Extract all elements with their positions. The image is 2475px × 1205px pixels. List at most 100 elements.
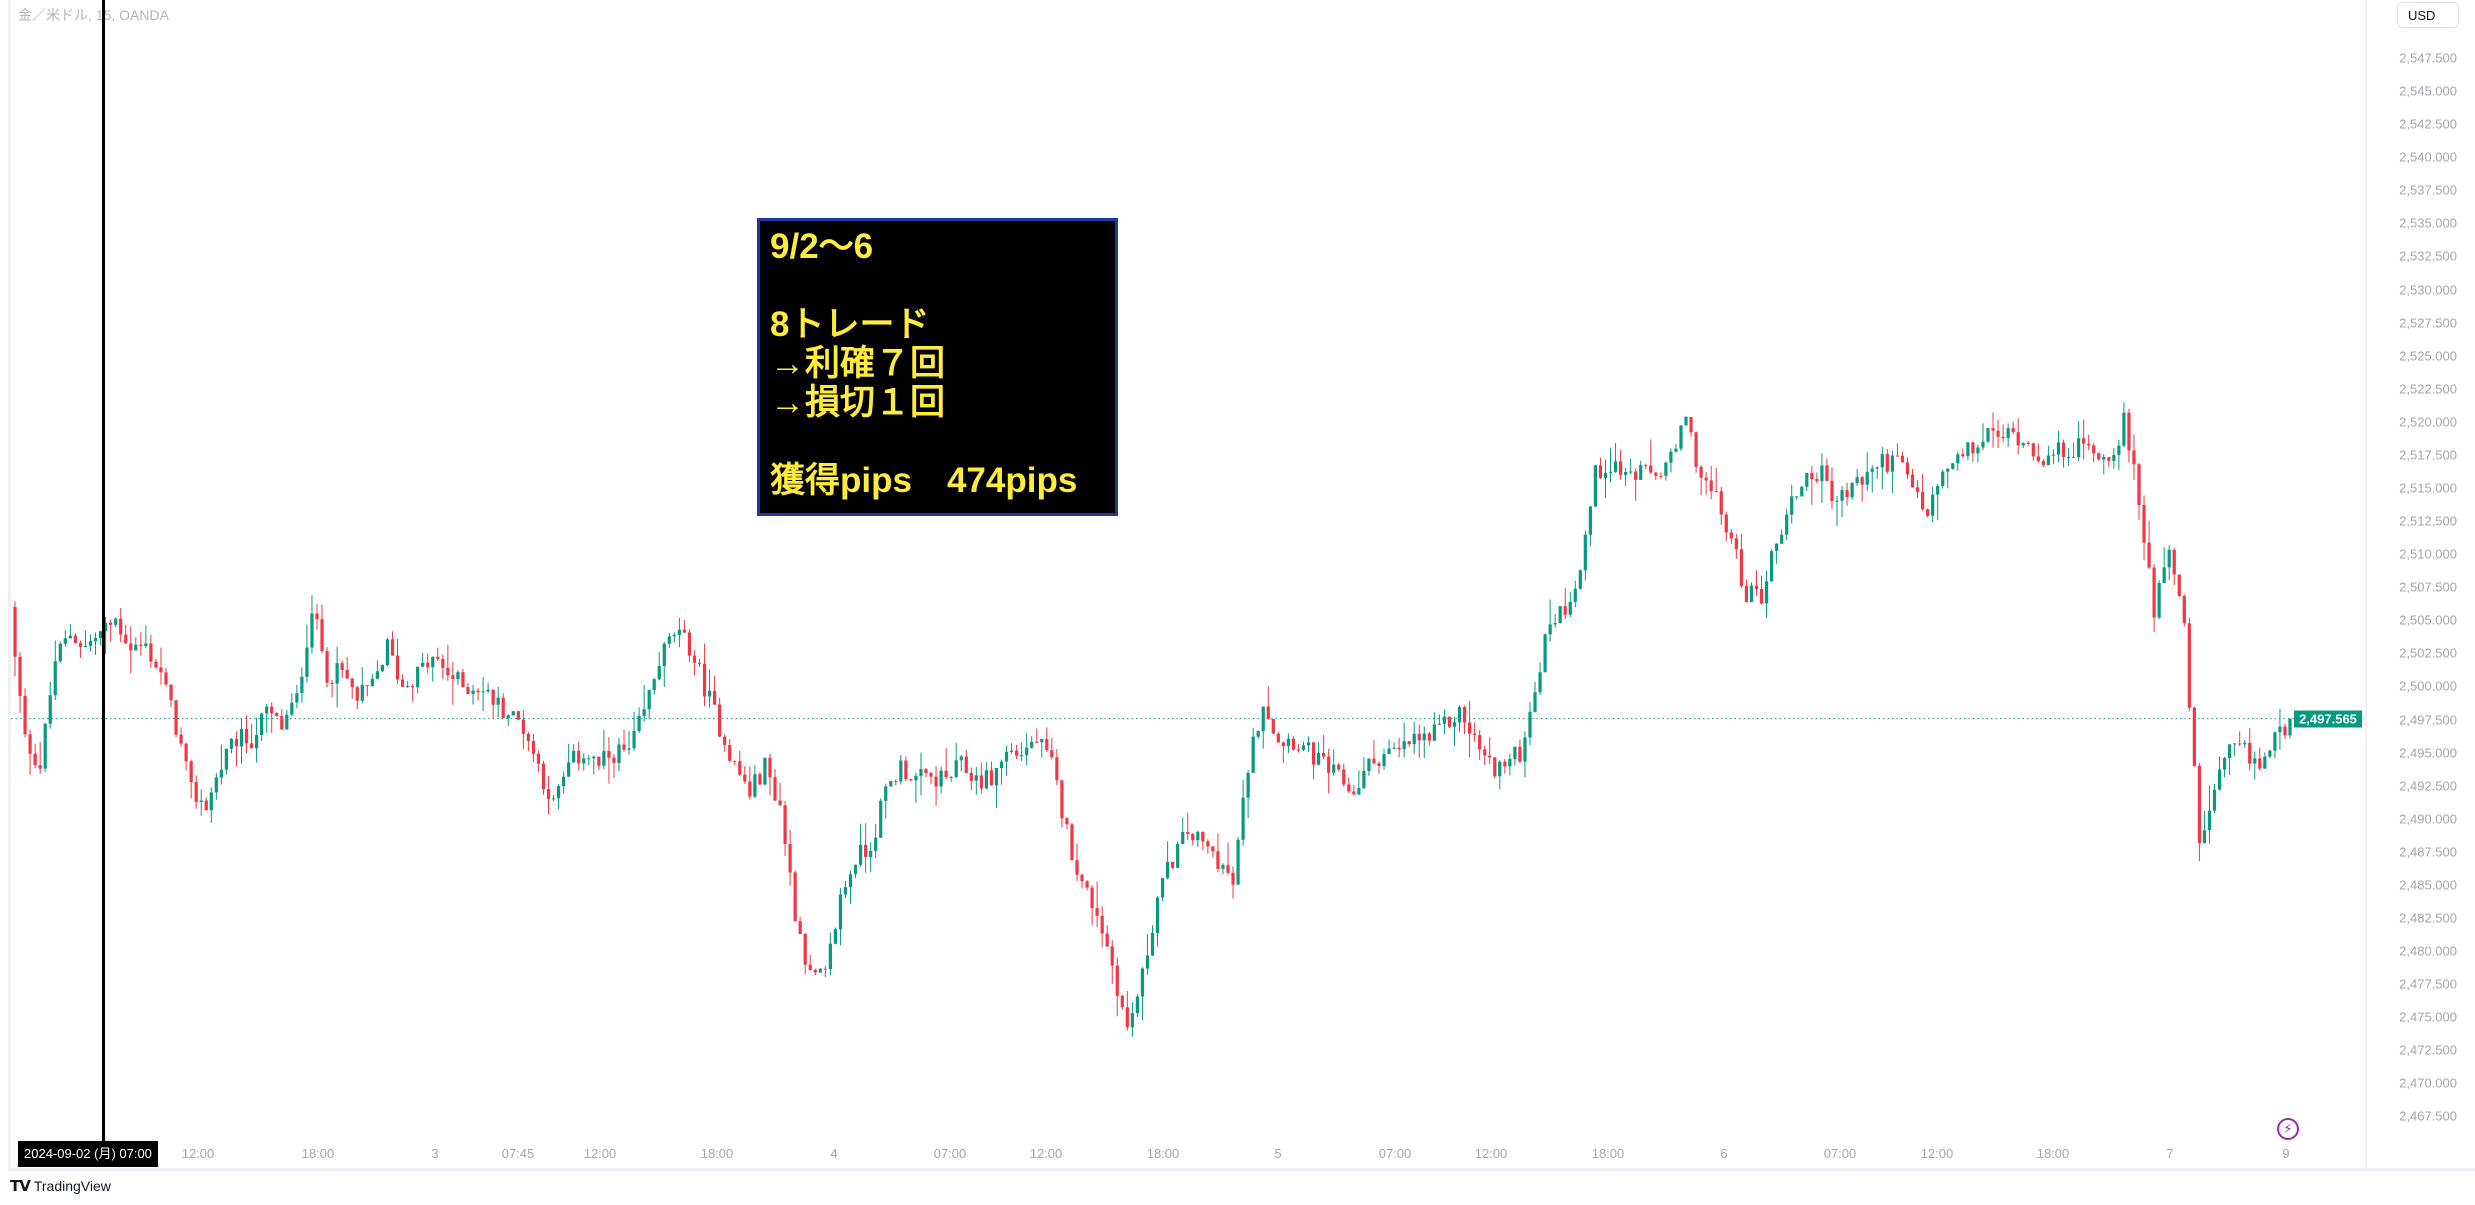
candle-body	[1256, 731, 1260, 737]
candle	[657, 651, 661, 681]
candle-body	[1608, 471, 1613, 473]
candle	[1065, 817, 1069, 830]
candle	[1352, 784, 1356, 796]
candle-body	[139, 644, 143, 647]
time-tick-label: 9	[2282, 1146, 2290, 1161]
candle	[778, 782, 782, 806]
candle-body	[929, 773, 933, 777]
price-tick-label: 2,490.000	[2399, 811, 2457, 827]
candle-body	[672, 635, 676, 637]
candle-body	[1030, 741, 1034, 748]
candle	[1674, 444, 1678, 453]
candle-body	[103, 622, 108, 632]
annotation-line: 獲得pips 474pips	[770, 461, 1078, 500]
candle-body	[2202, 830, 2207, 844]
candle	[718, 697, 722, 738]
trade-summary-annotation[interactable]: 9/2～6 8トレード →利確７回 →損切１回 獲得pips 474pips	[757, 218, 1118, 516]
candle-body	[68, 635, 72, 639]
candle	[2102, 453, 2106, 475]
price-tick-label: 2,515.000	[2399, 480, 2457, 496]
candle-body	[1241, 797, 1245, 840]
candle-body	[1613, 461, 1618, 472]
candle	[2097, 452, 2101, 461]
candle-body	[174, 700, 178, 735]
candle-body	[763, 757, 767, 785]
candle-body	[1709, 480, 1713, 492]
candle	[853, 864, 858, 879]
time-tick-label: 12:00	[181, 1146, 215, 1161]
candle-body	[783, 805, 787, 845]
candle	[1593, 464, 1598, 507]
candle-body	[753, 774, 757, 797]
candle	[1080, 873, 1084, 889]
candle-body	[1075, 860, 1079, 875]
candle-body	[1306, 742, 1311, 746]
candle-body	[1025, 747, 1029, 756]
candle-body	[1125, 1007, 1129, 1028]
candle	[2112, 448, 2116, 469]
price-axis[interactable]: 2,547.500 2,545.000 2,542.500 2,540.000 2,53…	[2365, 0, 2475, 1171]
candle	[964, 749, 968, 774]
candle	[476, 688, 480, 701]
candle	[471, 685, 475, 705]
candle	[1241, 779, 1245, 846]
candle-body	[1251, 736, 1255, 773]
candle-body	[1508, 758, 1512, 767]
candle	[1749, 582, 1754, 603]
candle	[999, 759, 1004, 785]
candle-body	[1176, 843, 1180, 868]
candle	[1211, 846, 1215, 858]
candle	[244, 715, 249, 754]
candle-body	[1694, 432, 1698, 467]
candle	[229, 737, 234, 754]
candle	[1467, 700, 1472, 758]
chart-pane[interactable]	[8, 0, 2368, 1171]
price-tick-label: 2,517.500	[2399, 447, 2457, 463]
candle-body	[1669, 451, 1673, 463]
candle	[562, 771, 566, 794]
candle	[1915, 480, 1920, 498]
candle-body	[1895, 455, 1900, 457]
candle	[919, 752, 923, 796]
price-tick-label: 2,480.000	[2399, 943, 2457, 959]
candle-body	[1493, 757, 1497, 777]
candle-body	[315, 613, 319, 620]
candle	[1981, 423, 1985, 451]
candle-body	[355, 687, 359, 701]
candle-body	[1639, 465, 1643, 480]
candle-body	[582, 758, 586, 764]
price-tick-label: 2,487.500	[2399, 844, 2457, 860]
candle	[662, 641, 666, 687]
lightning-bolt-icon[interactable]: ⚡	[2277, 1118, 2299, 1140]
candle-body	[994, 768, 999, 786]
candle	[627, 730, 631, 755]
candle	[109, 619, 113, 642]
candle	[667, 633, 671, 648]
candle	[1860, 475, 1864, 502]
candle	[2238, 731, 2242, 747]
candle	[33, 743, 37, 769]
candle-body	[1991, 428, 1995, 431]
candle-body	[2283, 726, 2287, 736]
tradingview-logo[interactable]: 𝗧𝗩 TradingView	[10, 1177, 111, 1195]
candle-body	[290, 702, 294, 715]
time-tick-label: 3	[431, 1146, 439, 1161]
candle	[894, 779, 898, 786]
candle-body	[119, 618, 123, 635]
time-tick-label: 07:00	[1378, 1146, 1412, 1161]
candle	[486, 682, 490, 694]
currency-button[interactable]: USD	[2397, 2, 2459, 28]
candle-body	[1558, 606, 1562, 624]
candle	[743, 766, 747, 785]
candle	[1196, 830, 1200, 847]
candle-body	[1719, 491, 1723, 515]
candle	[823, 965, 827, 978]
candlestick-chart[interactable]	[11, 0, 2368, 1168]
candle-body	[1165, 861, 1170, 879]
candle-body	[1593, 465, 1598, 507]
candle-body	[1795, 496, 1799, 498]
candle	[1845, 482, 1849, 506]
time-tick-label: 12:00	[583, 1146, 617, 1161]
candle-body	[1004, 751, 1009, 762]
candle	[1332, 749, 1336, 776]
